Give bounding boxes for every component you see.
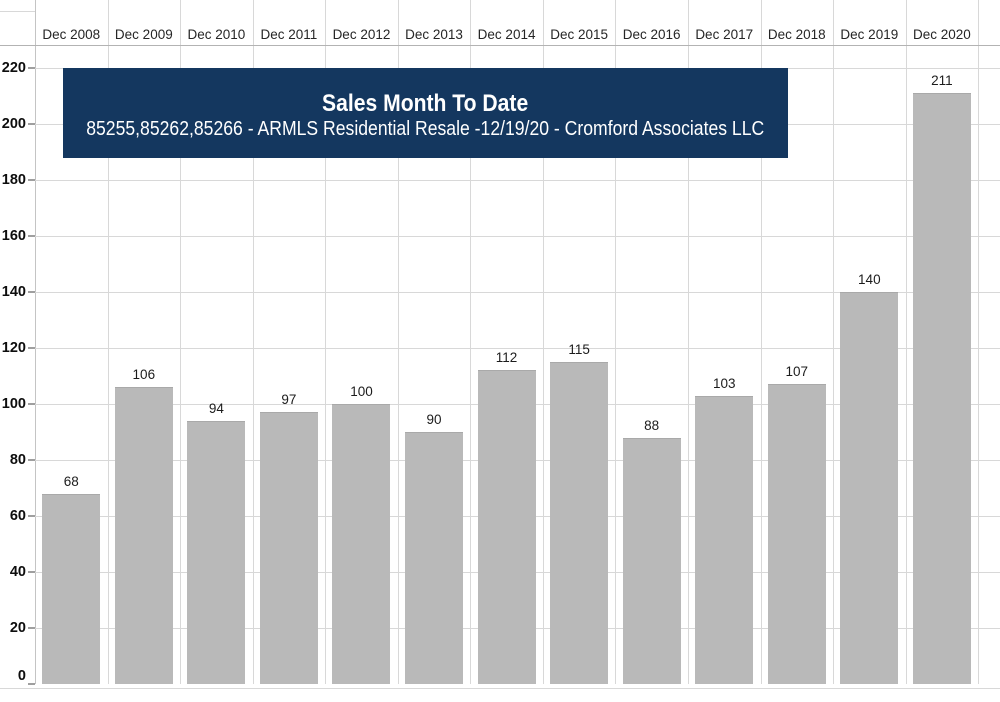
vertical-gridline (325, 0, 327, 684)
horizontal-gridline (35, 348, 1000, 349)
x-axis-label: Dec 2015 (550, 27, 609, 42)
bar (405, 432, 464, 684)
y-axis-label: 120 (1, 340, 26, 356)
y-axis-label: 140 (1, 284, 26, 300)
y-axis-tick (28, 683, 35, 685)
bar-value-label: 94 (208, 401, 224, 416)
horizontal-gridline-margin-stub (0, 11, 35, 12)
y-axis-label: 0 (17, 668, 26, 684)
bar (259, 412, 318, 684)
bar (187, 421, 246, 684)
x-axis-label: Dec 2019 (840, 27, 899, 42)
y-axis-label: 80 (9, 452, 26, 468)
chart-title: Sales Month To Date (322, 90, 529, 117)
y-axis-label: 100 (1, 396, 26, 412)
x-axis-label: Dec 2010 (187, 27, 246, 42)
bar (695, 396, 754, 684)
bar-value-label: 90 (426, 412, 442, 427)
bar-value-label: 106 (132, 367, 156, 382)
y-axis-label: 220 (1, 60, 26, 76)
bar-value-label: 140 (858, 272, 881, 287)
horizontal-gridline (35, 292, 1000, 293)
vertical-gridline (760, 0, 762, 684)
horizontal-gridline (35, 236, 1000, 237)
bar (622, 438, 681, 684)
bar (42, 494, 101, 684)
bar-value-label: 103 (712, 376, 736, 391)
bar-value-label: 97 (281, 392, 297, 407)
y-axis-tick (28, 459, 35, 461)
y-axis-tick (28, 235, 35, 237)
vertical-gridline (687, 0, 689, 684)
vertical-gridline (615, 0, 617, 684)
x-axis-label: Dec 2013 (405, 27, 463, 42)
y-axis-label: 200 (1, 116, 26, 132)
x-axis-label: Dec 2016 (622, 27, 681, 42)
y-axis-tick (28, 123, 35, 125)
horizontal-gridline (35, 180, 1000, 181)
y-axis-label: 40 (9, 564, 26, 580)
x-axis-label: Dec 2009 (114, 27, 173, 42)
bar-value-label: 115 (568, 342, 590, 357)
bar-value-label: 100 (350, 384, 373, 399)
vertical-gridline (905, 0, 907, 684)
bar (332, 404, 391, 684)
x-axis-label: Dec 2011 (260, 27, 318, 42)
x-axis-label: Dec 2020 (912, 27, 971, 42)
x-axis-label: Dec 2014 (477, 27, 536, 42)
bar (114, 387, 173, 684)
vertical-gridline (397, 0, 399, 684)
x-axis-label: Dec 2018 (767, 27, 826, 42)
bar-value-label: 68 (63, 474, 79, 489)
bar-value-label: 211 (931, 73, 953, 88)
top-axis-line (0, 45, 1000, 46)
bar (767, 384, 826, 684)
y-axis-tick (28, 571, 35, 573)
y-axis-label: 60 (9, 508, 26, 524)
bar-value-label: 107 (785, 364, 809, 379)
y-axis-tick (28, 347, 35, 349)
y-axis-tick (28, 67, 35, 69)
vertical-gridline (252, 0, 254, 684)
vertical-gridline (180, 0, 182, 684)
bar (477, 370, 536, 684)
x-axis-label: Dec 2012 (332, 27, 391, 42)
y-axis-tick (28, 291, 35, 293)
bar-value-label: 88 (644, 418, 660, 433)
horizontal-gridline-zero (0, 688, 1000, 689)
y-axis-label: 20 (9, 620, 26, 636)
y-axis-tick (28, 179, 35, 181)
bar (912, 93, 971, 684)
vertical-gridline (107, 0, 109, 684)
y-axis-tick (28, 627, 35, 629)
x-axis-label: Dec 2017 (695, 27, 754, 42)
chart-title-box: Sales Month To Date 85255,85262,85266 - … (63, 68, 788, 158)
y-axis-tick (28, 403, 35, 405)
bar-value-label: 112 (495, 350, 518, 365)
bar (840, 292, 899, 684)
vertical-gridline (833, 0, 835, 684)
vertical-gridline (978, 0, 980, 684)
vertical-gridline (470, 0, 472, 684)
y-axis-tick (28, 515, 35, 517)
y-axis-label: 160 (1, 228, 26, 244)
bar (550, 362, 609, 684)
vertical-gridline (35, 0, 36, 684)
x-axis-label: Dec 2008 (42, 27, 101, 42)
vertical-gridline (542, 0, 544, 684)
chart-subtitle: 85255,85262,85266 - ARMLS Residential Re… (86, 118, 765, 140)
y-axis-label: 180 (1, 172, 26, 188)
